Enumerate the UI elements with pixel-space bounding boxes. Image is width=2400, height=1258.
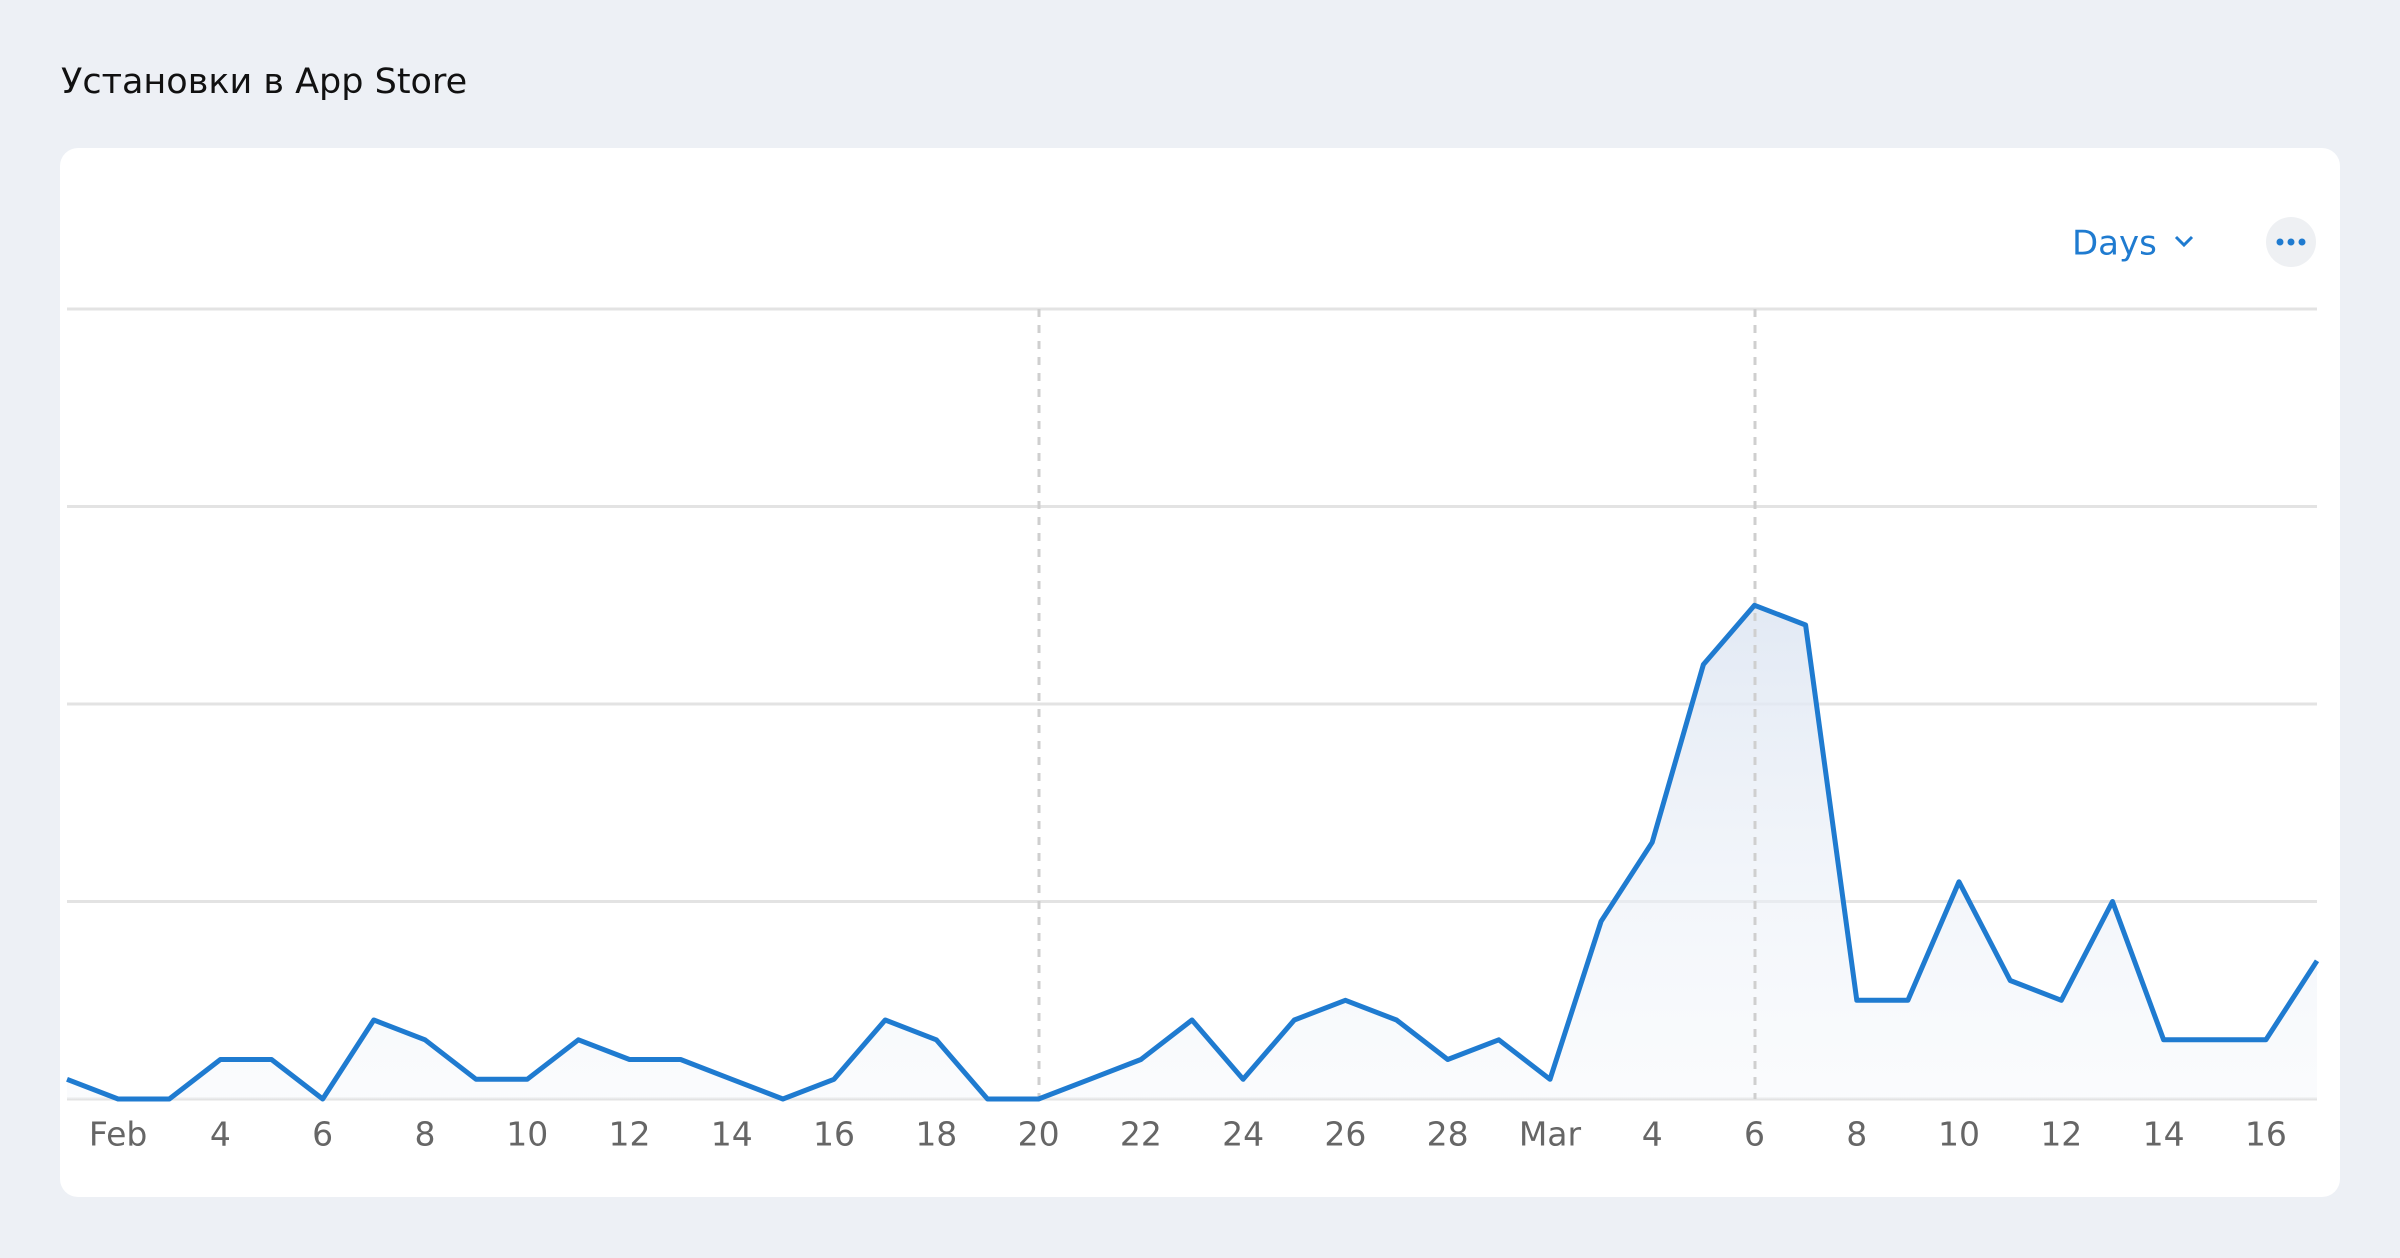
x-tick-label: 16 (2245, 1115, 2287, 1154)
x-tick-label: 14 (711, 1115, 753, 1154)
x-tick-label: 10 (1938, 1115, 1980, 1154)
x-tick-label: 28 (1427, 1115, 1469, 1154)
dot (2298, 238, 2306, 246)
x-tick-label: 18 (915, 1115, 957, 1154)
x-tick-label: 12 (609, 1115, 651, 1154)
x-tick-label: 6 (312, 1115, 333, 1154)
x-tick-label: Feb (89, 1115, 147, 1154)
line (66, 602, 2320, 1102)
period-select[interactable]: Days (2072, 224, 2157, 264)
x-tick-label: 20 (1018, 1115, 1060, 1154)
x-tick-label: 24 (1222, 1115, 1264, 1154)
x-tick-label: 10 (506, 1115, 548, 1154)
page-title: Установки в App Store (61, 62, 467, 102)
dot (2287, 238, 2295, 246)
x-tick-label: 6 (1744, 1115, 1765, 1154)
x-tick-label: 4 (210, 1115, 231, 1154)
x-tick-label: 14 (2143, 1115, 2185, 1154)
series-layer (66, 602, 2320, 1102)
dot (2276, 238, 2284, 246)
x-tick-label: 16 (813, 1115, 855, 1154)
x-tick-label: 22 (1120, 1115, 1162, 1154)
x-tick-label: 4 (1642, 1115, 1663, 1154)
x-tick-label: 8 (1846, 1115, 1867, 1154)
x-tick-label: 12 (2040, 1115, 2082, 1154)
x-tick-label: 26 (1324, 1115, 1366, 1154)
x-tick-label: 8 (414, 1115, 435, 1154)
chevron[interactable] (2174, 235, 2194, 248)
x-tick-label: Mar (1519, 1115, 1582, 1154)
